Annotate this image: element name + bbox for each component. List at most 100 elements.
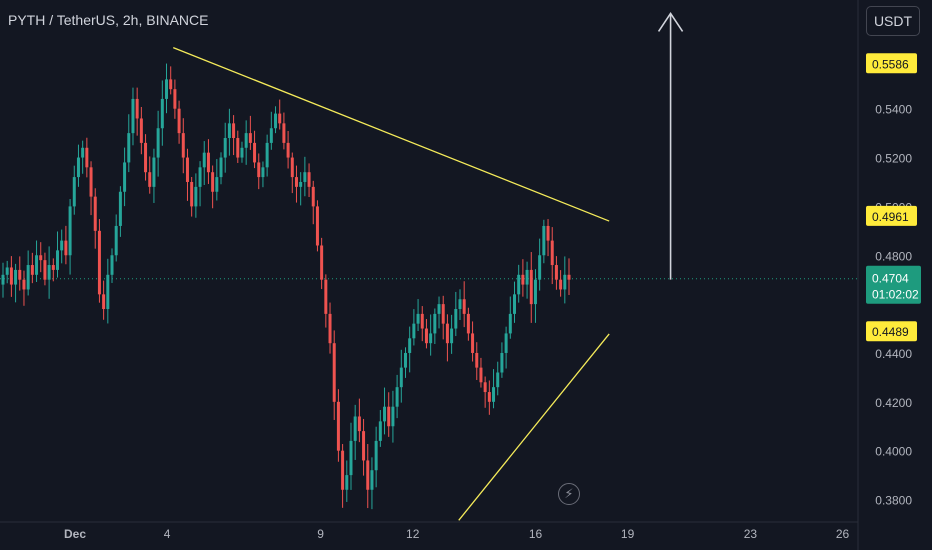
price-level-badge — [866, 321, 917, 342]
candle-body — [211, 172, 215, 192]
candle-body — [85, 147, 89, 168]
candle-body — [135, 98, 139, 119]
candle-body — [26, 265, 30, 290]
candle-body — [328, 313, 332, 344]
candle-body — [278, 113, 282, 124]
candle-body — [437, 304, 441, 314]
candle-body — [554, 265, 558, 280]
candle-body — [307, 172, 311, 187]
candle-body — [496, 372, 500, 388]
candle-body — [408, 338, 412, 353]
candle-body — [366, 460, 370, 490]
candle-body — [374, 440, 378, 471]
candle-body — [156, 128, 160, 158]
candle-body — [559, 279, 563, 290]
candle-body — [517, 274, 521, 295]
candle-body — [127, 133, 131, 163]
candle-body — [5, 267, 9, 275]
x-tick-label: 16 — [529, 527, 543, 541]
candle-body — [500, 352, 504, 373]
candle-body — [290, 157, 294, 178]
candle-body — [18, 269, 22, 280]
candle-body — [51, 265, 55, 270]
candle-body — [475, 352, 479, 368]
x-tick-label: 12 — [406, 527, 420, 541]
candle-body — [391, 406, 395, 427]
candle-body — [332, 343, 336, 402]
candle-body — [14, 269, 18, 285]
candle-body — [345, 475, 349, 490]
candle-body — [433, 313, 437, 334]
candle-body — [227, 123, 231, 139]
candle-body — [181, 133, 185, 158]
candle-body — [269, 128, 273, 143]
candle-body — [383, 406, 387, 422]
candle-body — [416, 313, 420, 324]
candle-body — [546, 225, 550, 241]
candle-body — [110, 255, 114, 275]
currency-button[interactable]: USDT — [866, 6, 920, 36]
candle-body — [173, 89, 177, 109]
candle-body — [160, 98, 164, 129]
current-price-badge — [866, 265, 921, 304]
candle-body — [567, 274, 571, 280]
candle-body — [525, 269, 529, 285]
symbol-title: PYTH / TetherUS, 2h, BINANCE — [8, 12, 209, 28]
candle-body — [521, 274, 525, 285]
candle-body — [240, 147, 244, 158]
x-tick-label: Dec — [64, 527, 86, 541]
candle-body — [265, 142, 269, 168]
candle-body — [529, 269, 533, 305]
candle-body — [387, 406, 391, 427]
candle-body — [244, 133, 248, 148]
candle-body — [114, 225, 118, 256]
candle-body — [202, 152, 206, 168]
candle-body — [504, 333, 508, 353]
candle-body — [248, 133, 252, 143]
candle-body — [106, 274, 110, 309]
x-tick-label: 4 — [164, 527, 171, 541]
candle-body — [563, 274, 567, 290]
candle-body — [219, 157, 223, 178]
candle-body — [315, 206, 319, 246]
lightning-bolt-icon[interactable]: ⚡ — [558, 483, 580, 505]
candle-body — [39, 255, 43, 261]
candle-body — [462, 299, 466, 314]
candle-body — [492, 387, 496, 402]
candle-body — [395, 387, 399, 407]
candle-body — [194, 186, 198, 207]
candle-body — [336, 401, 340, 451]
candle-body — [320, 245, 324, 280]
candle-body — [56, 250, 60, 270]
price-level-badge — [866, 205, 917, 226]
candle-body — [177, 108, 181, 134]
candle-body — [403, 352, 407, 368]
candle-body — [102, 294, 106, 309]
candle-body — [445, 323, 449, 344]
candle-body — [72, 177, 76, 207]
candle-body — [412, 323, 416, 339]
candle-body — [454, 308, 458, 329]
candle-body — [93, 196, 97, 231]
candle-body — [76, 157, 80, 178]
price-level-value: 0.4489 — [872, 325, 909, 339]
candle-body — [253, 142, 257, 163]
candle-body — [97, 230, 101, 295]
candle-body — [131, 98, 135, 134]
candle-body — [9, 267, 13, 285]
candle-body — [399, 367, 403, 388]
price-level-value: 0.4961 — [872, 210, 909, 224]
resistance-trendline — [172, 47, 610, 222]
candle-body — [123, 162, 127, 192]
candle-body — [148, 172, 152, 187]
x-tick-label: 9 — [317, 527, 324, 541]
y-tick-label: 0.4200 — [875, 396, 912, 410]
candle-body — [420, 313, 424, 329]
candle-body — [487, 392, 491, 402]
candle-body — [471, 333, 475, 353]
candle-body — [370, 470, 374, 490]
candle-body — [294, 177, 298, 187]
x-tick-label: 23 — [744, 527, 758, 541]
y-tick-label: 0.4000 — [875, 445, 912, 459]
